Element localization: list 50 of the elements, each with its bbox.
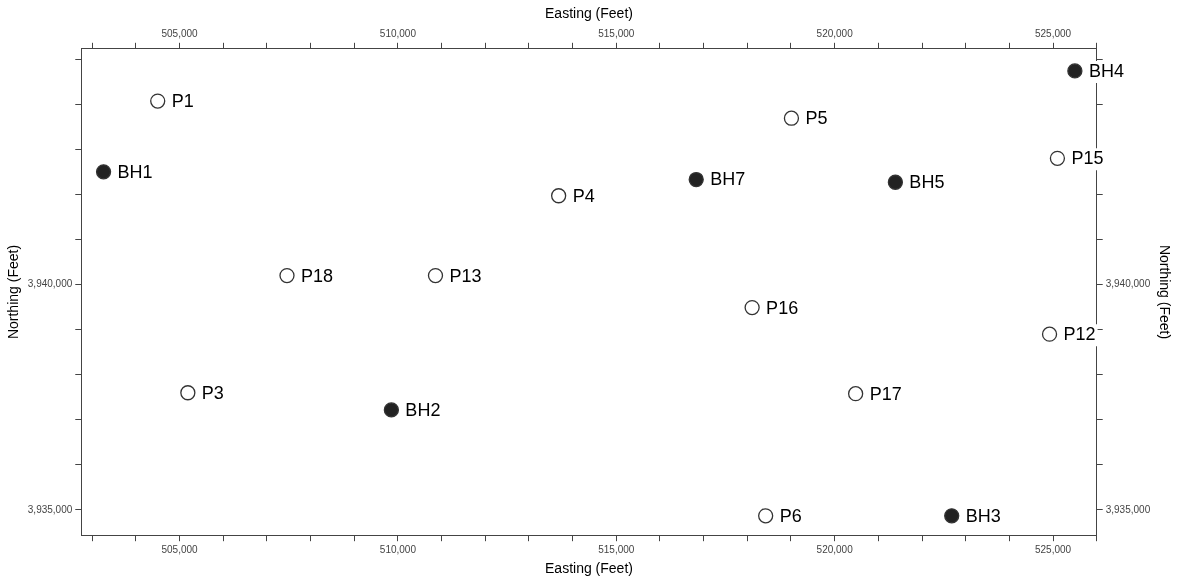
annotation: P5 — [805, 108, 828, 129]
point — [383, 402, 400, 418]
annotation: P18 — [300, 265, 334, 286]
point — [688, 171, 704, 188]
point — [1041, 326, 1058, 342]
annotation: BH1 — [117, 161, 153, 182]
x-tick-label: 520,000 — [816, 543, 854, 555]
annotation: BH7 — [710, 169, 746, 190]
y-axis-title: Northing (Feet) — [5, 244, 22, 340]
x2-axis-title: Easting (Feet) — [545, 5, 633, 22]
point — [279, 267, 295, 284]
annotation: P13 — [449, 265, 482, 286]
point — [180, 385, 196, 401]
x2-tick-label: 525,000 — [1034, 27, 1072, 39]
point — [150, 93, 166, 109]
annotation: P17 — [869, 383, 902, 404]
x-tick-label: 505,000 — [161, 543, 199, 555]
point — [1067, 63, 1083, 79]
x-tick-label: 510,000 — [379, 543, 417, 555]
y2-tick-label: 3,940,000 — [1105, 278, 1151, 290]
x2-tick-label: 505,000 — [161, 27, 199, 39]
annotation: BH3 — [965, 505, 1001, 526]
x2-tick-label: 520,000 — [816, 27, 854, 39]
annotation: P16 — [766, 297, 799, 318]
y2-tick-label: 3,935,000 — [1105, 503, 1151, 515]
x-tick-label: 515,000 — [598, 543, 635, 555]
x-axis-title: Easting (Feet) — [545, 560, 633, 577]
point — [944, 508, 960, 524]
annotation: P4 — [572, 185, 595, 206]
point — [847, 386, 864, 402]
y2-axis-title: Northing (Feet) — [1156, 244, 1173, 340]
annotation: BH2 — [405, 399, 441, 420]
point — [758, 508, 774, 524]
annotation: P15 — [1071, 148, 1104, 169]
x2-tick-label: 515,000 — [598, 27, 635, 39]
annotation: BH4 — [1088, 60, 1124, 81]
annotation: P12 — [1063, 324, 1096, 345]
annotation: P3 — [201, 382, 224, 403]
point — [887, 174, 904, 190]
point — [427, 267, 444, 284]
annotation: BH5 — [909, 172, 945, 193]
annotation: P6 — [779, 505, 802, 526]
point — [551, 188, 567, 204]
annotation: P1 — [171, 91, 194, 112]
point — [744, 299, 760, 316]
x-tick-label: 525,000 — [1034, 543, 1072, 555]
point — [783, 110, 800, 126]
x2-tick-label: 510,000 — [379, 27, 417, 39]
point — [1049, 150, 1066, 166]
point — [95, 164, 112, 180]
